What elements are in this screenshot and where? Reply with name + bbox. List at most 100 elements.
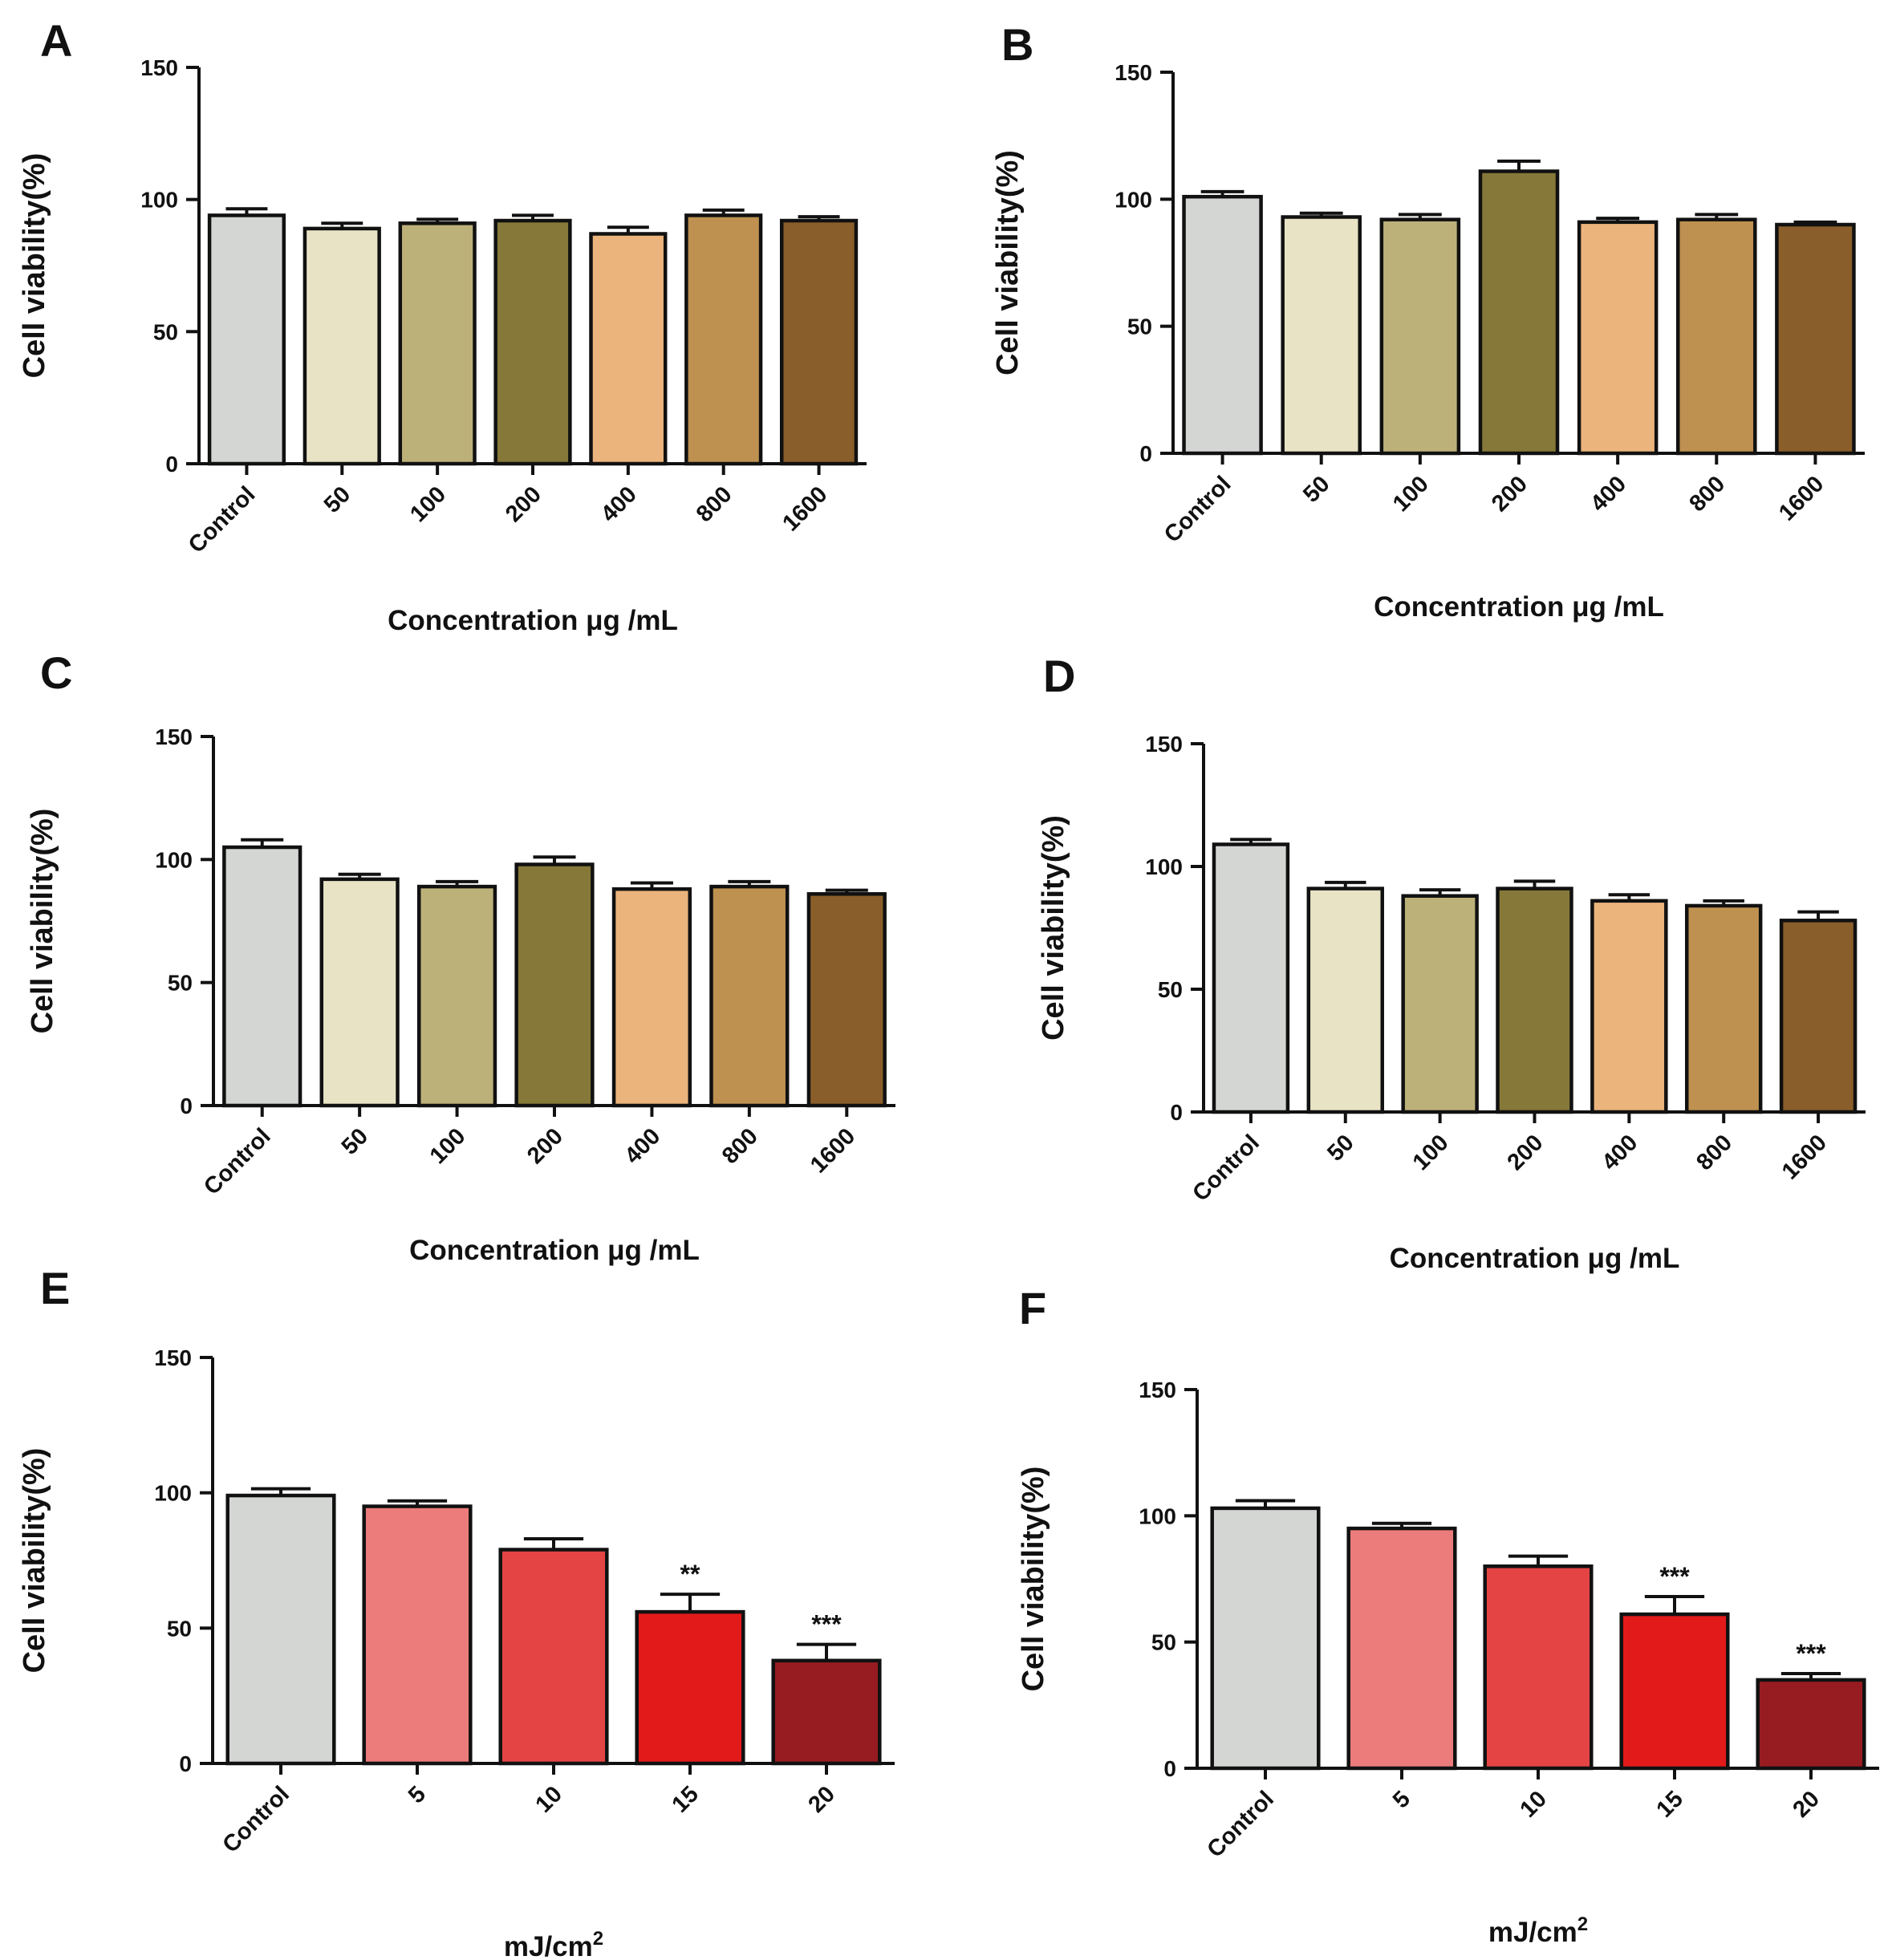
bar-control [207,213,286,466]
y-tick-label: 100 [154,1481,192,1506]
y-tick-label: 100 [1145,854,1183,879]
x-tick-label: Control [1188,1130,1265,1207]
bar-control [1212,842,1290,1114]
bar-20 [771,1658,882,1766]
bar-200 [1496,887,1573,1114]
x-tick-label: 800 [717,1123,763,1169]
bar-5 [362,1504,473,1766]
bar-400 [611,887,692,1108]
y-tick-label: 50 [168,971,193,996]
panel-letter: C [40,647,72,698]
x-axis-title: Concentration μg /mL [409,1235,700,1266]
y-tick-label: 150 [1145,732,1183,757]
x-tick-label: Control [184,481,261,558]
bar-10 [1483,1564,1594,1771]
y-tick-label: 50 [1127,314,1152,339]
bar-control [1210,1506,1321,1771]
x-axis-title: mJ/cm2 [1488,1913,1588,1948]
bar-400 [1590,899,1668,1114]
y-tick-label: 100 [1139,1503,1176,1528]
x-tick-label: 200 [501,481,546,527]
significance-marker: *** [1796,1639,1826,1668]
x-tick-label: Control [1159,471,1236,548]
x-tick-label: 800 [692,481,737,527]
y-tick-label: 100 [1115,187,1152,212]
panel-letter: F [1019,1283,1046,1333]
x-tick-label: 800 [1691,1130,1737,1175]
x-tick-label: 5 [1388,1786,1415,1813]
x-axis-title: mJ/cm2 [504,1928,603,1960]
y-tick-label: 150 [154,1345,192,1370]
y-tick-label: 150 [1139,1378,1176,1402]
y-tick-label: 50 [153,319,178,344]
x-tick-label: 400 [1597,1130,1642,1175]
bar-10 [498,1548,609,1766]
y-tick-label: 150 [1115,60,1152,85]
x-tick-label: 200 [522,1123,568,1169]
y-axis-title: Cell viability(%) [1037,815,1070,1041]
x-tick-label: 100 [405,481,451,527]
bar-control [222,845,302,1108]
x-tick-label: 5 [404,1781,431,1808]
bar-800 [1685,903,1763,1114]
x-tick-label: Control [199,1123,276,1200]
y-tick-label: 50 [167,1616,192,1641]
bar-1600 [1775,222,1856,456]
y-tick-label: 0 [1163,1756,1176,1781]
significance-marker: ** [680,1560,700,1589]
x-tick-label: 1600 [1774,471,1829,526]
bar-200 [514,862,595,1108]
bar-1600 [806,892,887,1108]
x-tick-label: 20 [804,1781,840,1817]
panel-letter: E [40,1263,70,1313]
y-tick-label: 0 [179,1751,192,1776]
panel-letter: B [1001,19,1033,70]
bar-400 [589,232,668,466]
panel-letter: A [40,15,72,66]
bar-200 [493,218,572,466]
x-tick-label: 800 [1684,471,1730,517]
bar-15 [1619,1612,1730,1771]
bar-100 [1379,217,1461,456]
x-tick-label: 1600 [1777,1130,1832,1184]
bar-control [1182,194,1263,456]
panel-a: A 0 50 100 150 Control 50 100 200 400 800 1600 Cell … [18,15,867,636]
panel-letter: D [1043,651,1075,701]
bar-50 [1281,215,1362,456]
significance-marker: *** [1659,1562,1690,1591]
bar-5 [1346,1526,1457,1771]
y-tick-label: 150 [140,55,178,80]
x-tick-label: 1600 [806,1123,860,1178]
bar-20 [1756,1678,1866,1771]
x-tick-label: 50 [1298,471,1334,507]
x-tick-label: 15 [1652,1786,1688,1822]
x-tick-label: 50 [337,1123,373,1159]
y-axis-title: Cell viability(%) [18,153,51,379]
significance-marker: *** [811,1610,842,1639]
y-tick-label: 0 [1170,1100,1183,1125]
y-axis-title: Cell viability(%) [18,1448,51,1674]
x-tick-label: 200 [1503,1130,1549,1175]
bar-200 [1478,169,1560,456]
x-tick-label: 10 [1516,1786,1552,1822]
x-tick-label: 50 [1322,1130,1358,1166]
x-tick-label: 400 [596,481,642,527]
x-axis-title: Concentration μg /mL [1374,591,1664,623]
x-tick-label: Control [1202,1786,1279,1863]
x-axis-title: Concentration μg /mL [388,605,678,636]
y-tick-label: 0 [180,1094,193,1118]
x-tick-label: 100 [1388,471,1434,517]
bar-1600 [779,218,859,466]
x-tick-label: 15 [668,1781,704,1817]
bar-800 [1676,217,1757,456]
bar-1600 [1779,919,1858,1114]
bar-400 [1577,220,1659,456]
bar-100 [1401,894,1479,1114]
y-tick-label: 50 [1158,977,1183,1002]
panel-e: E 0 50 100 150 Control 5 10 ** 15 *** 20 Cell viabil… [18,1263,895,1960]
x-tick-label: 100 [425,1123,471,1169]
bar-100 [416,884,497,1108]
y-tick-label: 0 [1139,441,1152,466]
panel-f: F 0 50 100 150 Control 5 10 *** 15 *** 20 Cell viabi… [1017,1283,1879,1948]
x-tick-label: 400 [620,1123,666,1169]
